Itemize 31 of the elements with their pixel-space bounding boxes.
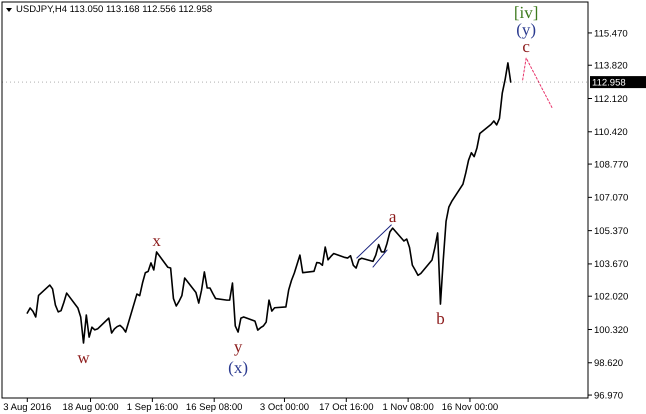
x-tick-label: 1 Sep 16:00: [126, 402, 178, 413]
y-tick-label: 103.670: [594, 259, 628, 270]
annotation: (y): [516, 20, 536, 39]
annotation: y: [234, 336, 243, 356]
x-tick-label: 18 Aug 00:00: [62, 402, 119, 413]
y-tick-label: 102.020: [594, 292, 628, 303]
line-series: [26, 62, 512, 344]
x-tick-label: 1 Nov 08:00: [382, 402, 434, 413]
annotation: [iv]: [514, 2, 538, 22]
x-tick-label: 16 Sep 08:00: [186, 402, 242, 413]
y-tick-label: 96.970: [594, 390, 624, 402]
chart-title: USDJPY,H4 113.050 113.168 112.556 112.958: [16, 4, 212, 15]
y-tick-label: 108.770: [594, 159, 628, 170]
x-tick-label: 3 Oct 00:00: [260, 402, 310, 413]
y-tick-label: 115.470: [594, 28, 628, 40]
y-tick-label: 100.320: [594, 324, 628, 336]
annotation: b: [436, 308, 445, 328]
annotation: w: [77, 348, 90, 367]
y-tick-label: 110.420: [594, 127, 628, 138]
y-tick-label: 107.070: [594, 192, 628, 204]
y-tick-label: 105.370: [594, 226, 628, 237]
x-tick-label: 17 Oct 16:00: [319, 402, 374, 413]
annotation: a: [388, 207, 397, 226]
y-tick-label: 112.120: [594, 94, 628, 105]
x-tick-label: 3 Aug 2016: [3, 402, 52, 413]
y-tick-label: 113.820: [594, 60, 628, 72]
ref-line-label: 112.958: [592, 77, 626, 88]
x-tick-label: 16 Nov 00:00: [442, 402, 498, 413]
y-tick-label: 98.620: [594, 358, 624, 370]
annotation: x: [152, 230, 162, 250]
annotation: (x): [228, 358, 248, 377]
